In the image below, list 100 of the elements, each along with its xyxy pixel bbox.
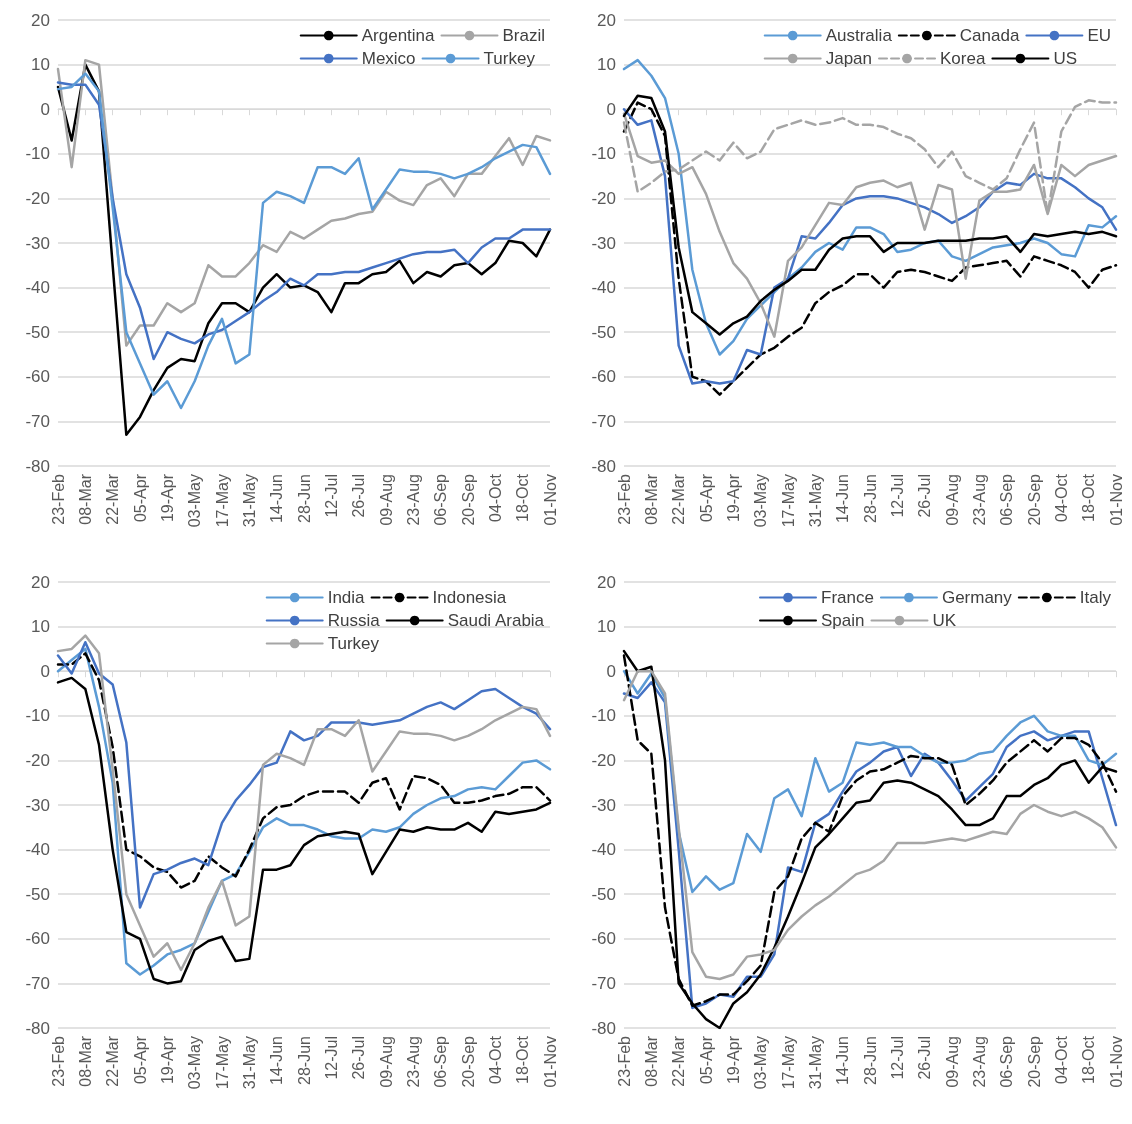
legend-label: Argentina bbox=[361, 26, 436, 45]
y-tick-label: -10 bbox=[591, 706, 616, 726]
y-tick-label: 0 bbox=[606, 661, 616, 681]
y-tick-label: -40 bbox=[591, 840, 616, 860]
y-tick-label: -20 bbox=[591, 750, 616, 770]
y-tick-label: 10 bbox=[31, 617, 50, 637]
y-tick-label: 10 bbox=[597, 55, 616, 75]
x-tick-label: 01-Nov bbox=[541, 474, 559, 526]
x-tick-label: 08-Mar bbox=[642, 1035, 660, 1087]
y-tick-label: -80 bbox=[591, 456, 616, 476]
x-tick-label: 28-Jun bbox=[295, 1036, 313, 1085]
x-tick-label: 19-Apr bbox=[158, 473, 176, 523]
x-tick-label: 03-May bbox=[186, 1036, 204, 1090]
x-tick-label: 28-Jun bbox=[861, 474, 879, 523]
x-tick-label: 20-Sep bbox=[1025, 473, 1043, 526]
x-tick-label: 23-Feb bbox=[615, 473, 633, 525]
x-tick-label: 03-May bbox=[752, 1036, 770, 1090]
y-tick-label: -20 bbox=[25, 750, 50, 770]
x-tick-label: 31-May bbox=[806, 1036, 824, 1090]
x-tick-label: 12-Jul bbox=[888, 474, 906, 518]
legend-label: Turkey bbox=[327, 634, 380, 653]
x-tick-label: 31-May bbox=[240, 1036, 258, 1090]
y-tick-label: -80 bbox=[591, 1018, 616, 1038]
x-tick-label: 19-Apr bbox=[724, 1035, 742, 1085]
y-tick-label: -50 bbox=[25, 884, 50, 904]
x-tick-label: 17-May bbox=[779, 474, 797, 528]
legend-label: Russia bbox=[327, 611, 381, 630]
x-tick-label: 23-Feb bbox=[49, 473, 67, 525]
x-tick-label: 08-Mar bbox=[76, 1035, 94, 1087]
y-tick-label: -30 bbox=[591, 795, 616, 815]
x-tick-label: 22-Mar bbox=[104, 473, 122, 525]
x-tick-label: 23-Feb bbox=[615, 1035, 633, 1087]
legend-label: Australia bbox=[825, 26, 893, 45]
x-tick-label: 01-Nov bbox=[1107, 474, 1125, 526]
x-tick-label: 05-Apr bbox=[697, 1035, 715, 1085]
x-tick-label: 01-Nov bbox=[1107, 1036, 1125, 1088]
x-tick-label: 20-Sep bbox=[459, 473, 477, 526]
y-tick-label: 20 bbox=[597, 10, 616, 30]
x-tick-label: 17-May bbox=[213, 1036, 231, 1090]
legend-label: Germany bbox=[941, 588, 1013, 607]
x-tick-label: 31-May bbox=[240, 474, 258, 528]
x-tick-label: 18-Oct bbox=[1080, 1035, 1098, 1085]
x-tick-label: 06-Sep bbox=[998, 473, 1016, 526]
x-tick-label: 20-Sep bbox=[1025, 1035, 1043, 1088]
y-tick-label: -60 bbox=[25, 367, 50, 387]
x-tick-label: 28-Jun bbox=[295, 474, 313, 523]
y-tick-label: 0 bbox=[40, 99, 50, 119]
x-tick-label: 14-Jun bbox=[268, 1036, 286, 1085]
x-tick-label: 12-Jul bbox=[322, 1036, 340, 1080]
y-tick-label: -50 bbox=[591, 322, 616, 342]
x-tick-label: 23-Feb bbox=[49, 1035, 67, 1087]
x-tick-label: 18-Oct bbox=[514, 473, 532, 523]
x-tick-label: 09-Aug bbox=[377, 1036, 395, 1088]
x-tick-label: 14-Jun bbox=[268, 474, 286, 523]
y-tick-label: 20 bbox=[31, 572, 50, 592]
legend-label: Spain bbox=[821, 611, 865, 630]
x-tick-label: 18-Oct bbox=[1080, 473, 1098, 523]
y-tick-label: 0 bbox=[40, 661, 50, 681]
x-tick-label: 22-Mar bbox=[104, 1035, 122, 1087]
x-tick-label: 23-Aug bbox=[970, 1036, 988, 1088]
y-tick-label: 10 bbox=[597, 617, 616, 637]
y-tick-label: 20 bbox=[31, 10, 50, 30]
x-tick-label: 01-Nov bbox=[541, 1036, 559, 1088]
x-tick-label: 09-Aug bbox=[943, 474, 961, 526]
legend-label: EU bbox=[1087, 26, 1112, 45]
x-tick-label: 06-Sep bbox=[432, 473, 450, 526]
y-tick-label: -80 bbox=[25, 1018, 50, 1038]
x-tick-label: 08-Mar bbox=[76, 473, 94, 525]
y-tick-label: 20 bbox=[597, 572, 616, 592]
legend-label: Indonesia bbox=[432, 588, 507, 607]
x-tick-label: 28-Jun bbox=[861, 1036, 879, 1085]
x-tick-label: 12-Jul bbox=[322, 474, 340, 518]
x-tick-label: 06-Sep bbox=[432, 1035, 450, 1088]
x-tick-label: 12-Jul bbox=[888, 1036, 906, 1080]
y-tick-label: -10 bbox=[25, 144, 50, 164]
legend-label: Mexico bbox=[361, 49, 416, 68]
x-tick-label: 05-Apr bbox=[131, 473, 149, 523]
y-tick-label: -50 bbox=[25, 322, 50, 342]
x-tick-label: 14-Jun bbox=[834, 474, 852, 523]
x-tick-label: 04-Oct bbox=[486, 1035, 504, 1085]
legend-label: Canada bbox=[959, 26, 1020, 45]
y-tick-label: 0 bbox=[606, 99, 616, 119]
y-tick-label: -40 bbox=[25, 840, 50, 860]
x-tick-label: 23-Aug bbox=[404, 1036, 422, 1088]
x-tick-label: 22-Mar bbox=[670, 1035, 688, 1087]
x-tick-label: 19-Apr bbox=[158, 1035, 176, 1085]
x-tick-label: 23-Aug bbox=[404, 474, 422, 526]
legend-label: Saudi Arabia bbox=[447, 611, 545, 630]
y-tick-label: -70 bbox=[25, 973, 50, 993]
y-tick-label: -70 bbox=[591, 973, 616, 993]
x-tick-label: 05-Apr bbox=[131, 1035, 149, 1085]
y-tick-label: 10 bbox=[31, 55, 50, 75]
x-tick-label: 23-Aug bbox=[970, 474, 988, 526]
y-tick-label: -60 bbox=[591, 367, 616, 387]
x-tick-label: 19-Apr bbox=[724, 473, 742, 523]
x-tick-label: 14-Jun bbox=[834, 1036, 852, 1085]
x-tick-label: 26-Jul bbox=[350, 474, 368, 518]
legend-label: Italy bbox=[1079, 588, 1112, 607]
x-tick-label: 09-Aug bbox=[943, 1036, 961, 1088]
x-tick-label: 04-Oct bbox=[1052, 473, 1070, 523]
